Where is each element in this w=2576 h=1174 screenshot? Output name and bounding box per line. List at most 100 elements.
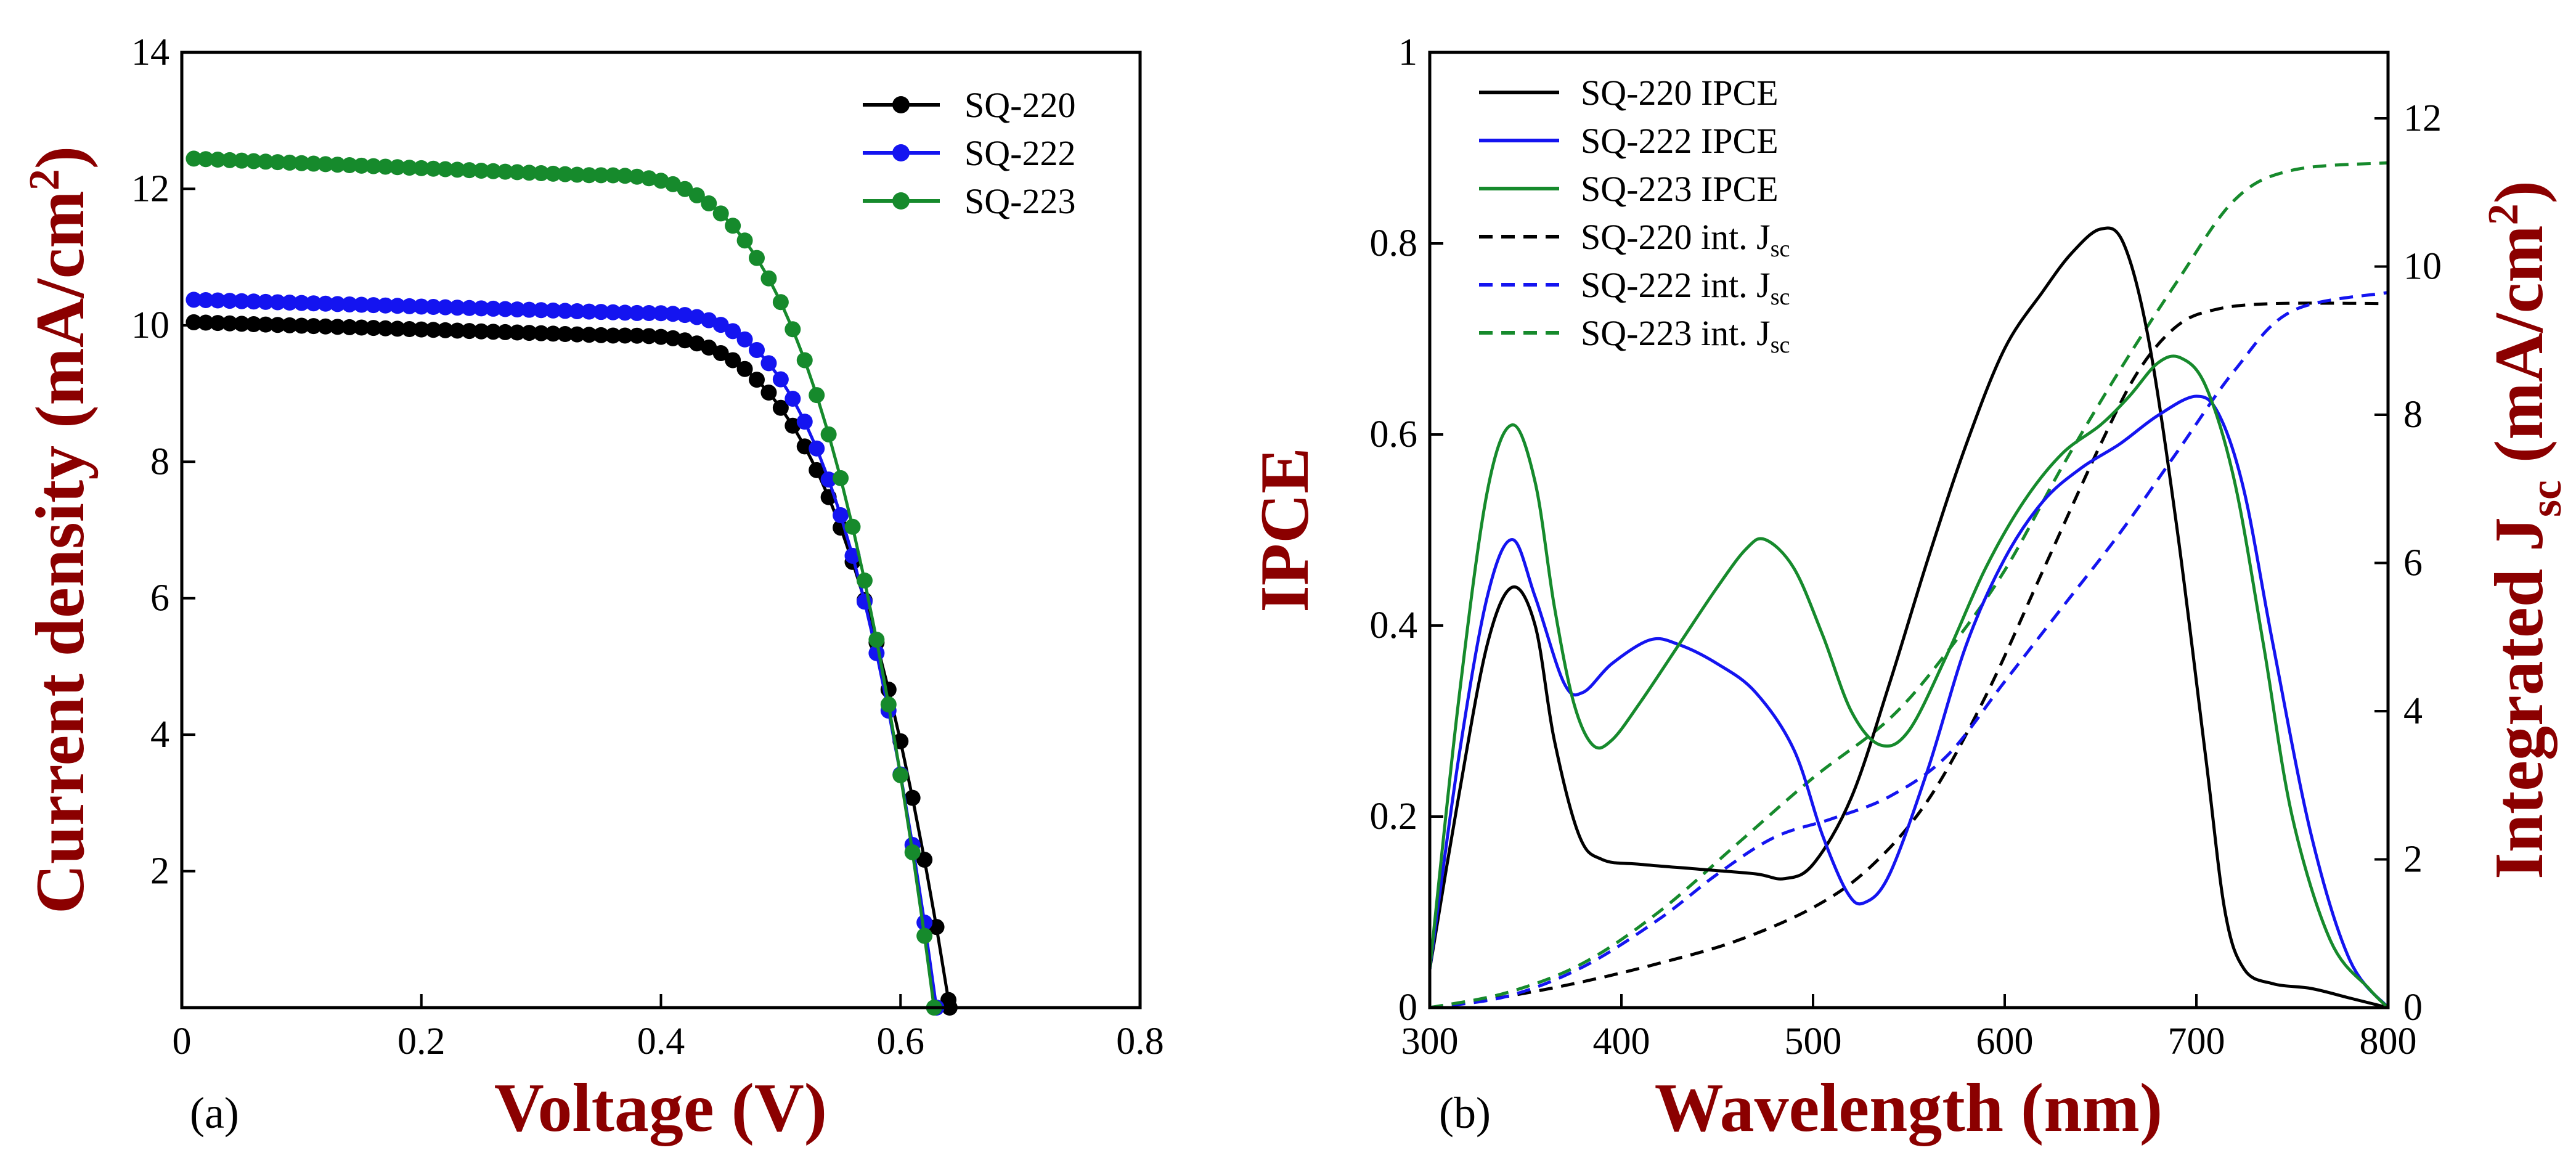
panel-a-point-sq220 [749,372,765,388]
legend-a-marker-sq220 [892,96,910,113]
panel-a-point-sq220 [497,324,513,340]
panel-b-y2-tick-label: 8 [2403,394,2423,436]
panel-a-point-sq220 [413,321,430,338]
panel-b-y2-tick-label: 6 [2403,542,2423,584]
panel-a-point-sq220 [461,323,478,340]
panel-a-point-sq223 [497,163,513,180]
panel-a-point-sq220 [629,327,645,344]
panel-a-point-sq223 [712,205,729,222]
panel-b-x-tick-label: 700 [2168,1021,2225,1062]
legend-a-marker-sq222 [892,144,910,161]
panel-a-point-sq223 [785,321,801,338]
panel-a-point-sq223 [245,153,262,169]
panel-a-point-sq223 [760,270,777,287]
panel-a-point-sq223 [880,696,897,713]
panel-a-point-sq223 [234,152,250,169]
panel-a-point-sq223 [449,161,466,178]
panel-a-point-sq222 [485,300,502,317]
panel-a-point-sq222 [749,341,765,358]
panel-a-point-sq220 [653,328,669,345]
panel-a-point-sq220 [916,852,933,868]
panel-a-point-sq220 [677,332,693,349]
panel-a-line-sq220 [194,320,952,1008]
panel-a-point-sq223 [904,844,921,860]
panel-a-point-sq220 [197,314,214,331]
panel-a-x-tick-label: 0.6 [877,1021,925,1062]
panel-a-point-sq222 [449,300,466,316]
panel-a-y-tick-label: 4 [150,714,169,756]
panel-a-point-sq222 [796,414,813,430]
panel-a-point-sq223 [461,162,478,179]
panel-b-ipce-sq222 [1428,394,2389,1009]
panel-a-point-sq223 [377,158,394,175]
panel-a-y-tick-label: 12 [131,168,169,210]
panel-a-point-sq223 [593,167,609,184]
panel-a-point-sq222 [557,303,573,319]
panel-a-point-sq222 [820,471,837,488]
panel-a-point-sq220 [258,316,274,333]
panel-b-y-tick-label: 0.4 [1370,605,1418,646]
panel-a-point-sq222 [365,297,381,314]
panel-a-point-sq222 [760,355,777,372]
panel-a-point-sq223 [605,167,621,184]
panel-a-point-sq222 [473,300,489,317]
panel-a-point-sq222 [497,301,513,317]
panel-a-point-sq223 [677,181,693,197]
panel-a-point-sq223 [509,164,526,181]
panel-a-point-sq222 [833,507,849,524]
panel-a-label: (a) [190,1088,239,1138]
panel-b-y2-tick-label: 4 [2403,690,2423,732]
panel-a-point-sq223 [749,250,765,266]
panel-a-point-sq222 [809,440,825,457]
panel-a-point-sq220 [545,325,561,342]
panel-a-point-sq220 [377,320,394,336]
panel-b-frame [1428,51,2390,1009]
panel-a-x-tick-label: 0.4 [637,1021,685,1062]
panel-a-point-sq223 [581,167,597,184]
panel-a-point-sq222 [772,371,789,388]
panel-a-point-sq220 [210,315,226,332]
panel-a-point-sq220 [425,322,442,338]
panel-a-series-sq220 [185,314,958,1016]
panel-b-y-tick-label: 0.2 [1370,796,1418,838]
legend-a-label-sq223: SQ-223 [964,181,1075,221]
panel-b-y2-tick-label: 2 [2403,839,2423,881]
panel-a-point-sq222 [269,294,286,311]
panel-a-point-sq220 [234,316,250,332]
panel-a-point-sq223 [820,426,837,442]
panel-a-y-tick-label: 10 [131,304,169,346]
panel-a-point-sq223 [341,157,358,174]
panel-a-point-sq222 [234,293,250,309]
panel-a-point-sq223 [389,159,406,176]
panel-a-point-sq222 [281,295,298,311]
panel-a-point-sq220 [760,385,777,401]
panel-b-y-tick-label: 0 [1398,987,1417,1029]
panel-a-y-axis-label: Current density (mA/cm2) [21,146,99,914]
panel-a-point-sq220 [509,324,526,341]
legend-a-label-sq220: SQ-220 [964,85,1075,125]
panel-a-y-tick-label: 14 [131,31,169,73]
panel-a-point-sq222 [736,331,753,348]
panel-a-point-sq222 [641,304,658,321]
panel-a-point-sq220 [437,322,454,338]
panel-a-point-sq220 [725,352,741,369]
legend-b-label-sq223-int-jsc: SQ-223 int. Jsc [1581,313,1790,358]
panel-a-point-sq223 [425,160,442,177]
panel-a-series-sq223 [185,150,942,1016]
panel-a-point-sq223 [809,387,825,404]
panel-a-point-sq223 [485,163,502,179]
panel-a-point-sq223 [688,187,705,203]
panel-a-point-sq223 [856,572,873,589]
panel-a-point-sq220 [557,326,573,343]
panel-b-y2-tick-label: 0 [2403,987,2423,1029]
panel-a-point-sq223 [844,518,861,535]
panel-a-x-tick-label: 0.2 [397,1021,446,1062]
panel-b-y2-axis-label: Integrated Jsc (mA/cm2) [2480,181,2570,879]
panel-b-label: (b) [1439,1088,1491,1138]
panel-b-x-tick-label: 600 [1976,1021,2034,1062]
panel-a-point-sq223 [329,157,346,173]
panel-a-point-sq223 [521,165,537,181]
legend-b-label-sq222-int-jsc: SQ-222 int. Jsc [1581,265,1790,310]
panel-a-point-sq220 [269,317,286,333]
panel-a-point-sq222 [293,295,310,311]
